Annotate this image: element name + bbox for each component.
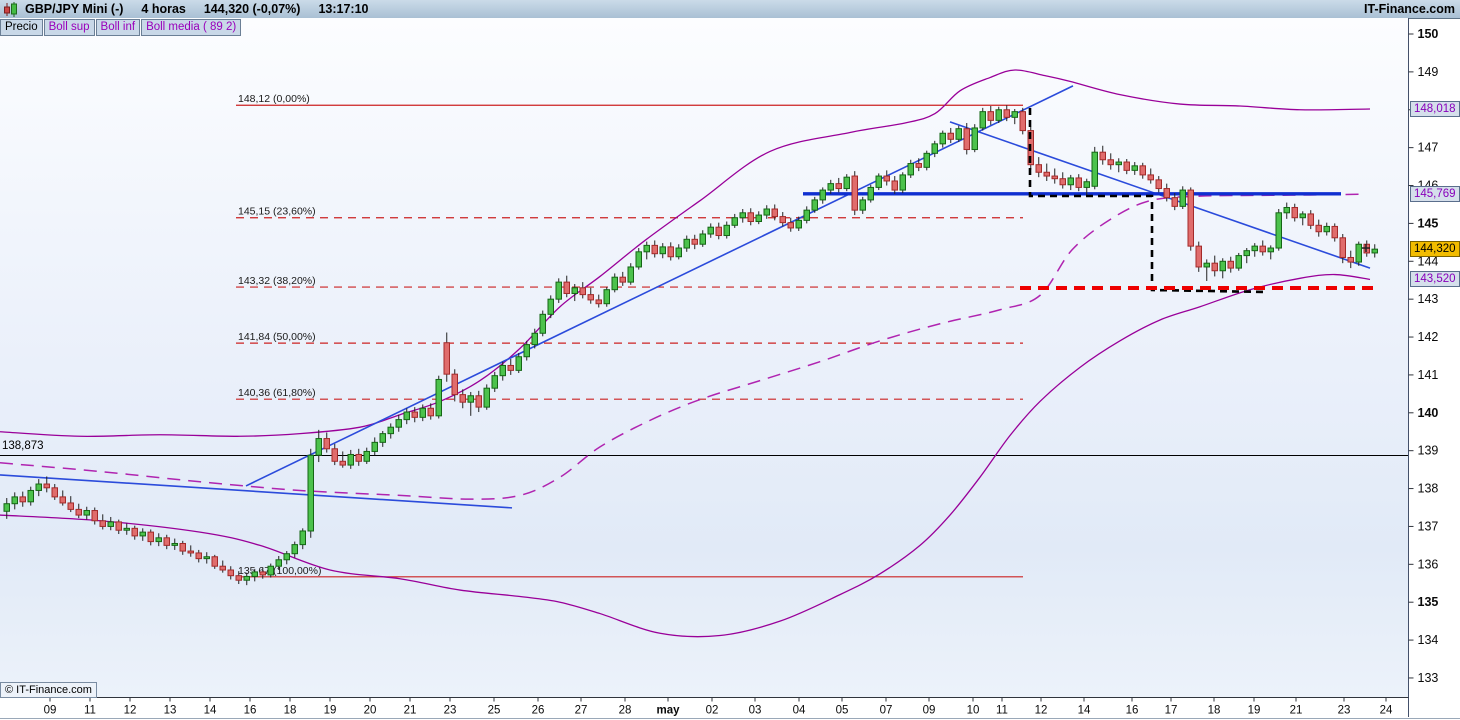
svg-text:142: 142 bbox=[1418, 330, 1439, 344]
svg-text:03: 03 bbox=[749, 705, 762, 717]
price-tag-boll-sup: 148,018 bbox=[1410, 101, 1460, 118]
svg-text:04: 04 bbox=[793, 705, 806, 717]
svg-text:21: 21 bbox=[404, 705, 417, 717]
svg-text:139: 139 bbox=[1418, 444, 1439, 458]
svg-text:11: 11 bbox=[84, 705, 96, 717]
candles-layer[interactable] bbox=[3, 105, 1378, 586]
x-axis-labels: 09 11 12 13 14 16 18 19 20 21 23 25 26 27 28 may 02 03 04 0… bbox=[44, 697, 1393, 717]
svg-text:140: 140 bbox=[1418, 406, 1439, 420]
svg-text:144: 144 bbox=[1418, 254, 1439, 268]
svg-text:148,12 (0,00%): 148,12 (0,00%) bbox=[238, 93, 310, 105]
copyright-label: © IT-Finance.com bbox=[0, 682, 97, 698]
boll-sup-line bbox=[0, 69, 1371, 438]
bollinger-bands bbox=[0, 69, 1371, 638]
svg-text:11: 11 bbox=[996, 705, 1008, 717]
last-price-marker bbox=[1362, 244, 1370, 253]
svg-text:141,84 (50,00%): 141,84 (50,00%) bbox=[238, 331, 316, 343]
svg-text:24: 24 bbox=[1380, 705, 1393, 717]
svg-text:13: 13 bbox=[164, 705, 177, 717]
black-dashed-measure[interactable] bbox=[1028, 108, 1268, 294]
svg-text:143: 143 bbox=[1418, 292, 1439, 306]
svg-text:16: 16 bbox=[244, 705, 257, 717]
svg-text:14: 14 bbox=[1078, 705, 1091, 717]
boll-media-line bbox=[0, 193, 1363, 500]
svg-text:23: 23 bbox=[444, 705, 457, 717]
svg-text:141: 141 bbox=[1418, 368, 1439, 382]
svg-text:23: 23 bbox=[1338, 705, 1351, 717]
svg-text:135: 135 bbox=[1418, 595, 1439, 609]
legend-precio[interactable]: Precio bbox=[0, 19, 43, 36]
svg-text:16: 16 bbox=[1126, 705, 1139, 717]
instrument-header-bar: GBP/JPY Mini (-) 4 horas 144,320 (-0,07%… bbox=[0, 0, 1460, 19]
price-tag-boll-media: 145,769 bbox=[1410, 186, 1460, 203]
svg-text:26: 26 bbox=[532, 705, 545, 717]
fibonacci-retracement[interactable]: 148,12 (0,00%) 145,15 (23,60%) 143,32 (38,… bbox=[236, 93, 1023, 578]
timeframe-label: 4 horas bbox=[141, 2, 186, 16]
svg-text:135,67 (100,00%): 135,67 (100,00%) bbox=[238, 565, 321, 577]
indicator-legend: Precio Boll sup Boll inf Boll media ( 89… bbox=[0, 19, 242, 36]
y-axis-labels: 1501491481471461451441431421411401391381… bbox=[1408, 27, 1439, 685]
svg-text:27: 27 bbox=[575, 705, 588, 717]
svg-text:18: 18 bbox=[284, 705, 297, 717]
legend-boll-inf[interactable]: Boll inf bbox=[95, 19, 141, 36]
svg-text:10: 10 bbox=[967, 705, 980, 717]
svg-text:18: 18 bbox=[1208, 705, 1221, 717]
svg-text:145: 145 bbox=[1418, 216, 1439, 230]
svg-text:149: 149 bbox=[1418, 65, 1439, 79]
svg-text:150: 150 bbox=[1418, 27, 1439, 41]
svg-text:136: 136 bbox=[1418, 557, 1439, 571]
svg-text:147: 147 bbox=[1418, 141, 1439, 155]
svg-text:07: 07 bbox=[880, 705, 893, 717]
legend-boll-media[interactable]: Boll media ( 89 2) bbox=[141, 19, 242, 36]
svg-text:137: 137 bbox=[1418, 519, 1439, 533]
svg-text:140,36 (61,80%): 140,36 (61,80%) bbox=[238, 387, 316, 399]
svg-text:09: 09 bbox=[923, 705, 936, 717]
svg-text:25: 25 bbox=[488, 705, 501, 717]
svg-text:133: 133 bbox=[1418, 671, 1439, 685]
price-tag-last-price: 144,320 bbox=[1410, 241, 1460, 258]
legend-boll-sup[interactable]: Boll sup bbox=[43, 19, 95, 36]
svg-text:12: 12 bbox=[124, 705, 137, 717]
boll-inf-line bbox=[0, 273, 1371, 638]
svg-text:14: 14 bbox=[204, 705, 217, 717]
price-chart-plot[interactable]: 148,12 (0,00%) 145,15 (23,60%) 143,32 (38,… bbox=[0, 18, 1460, 720]
svg-text:143,32 (38,20%): 143,32 (38,20%) bbox=[238, 275, 316, 287]
svg-text:19: 19 bbox=[324, 705, 337, 717]
price-tag-boll-inf: 143,520 bbox=[1410, 271, 1460, 288]
last-price-change: 144,320 (-0,07%) bbox=[203, 2, 301, 16]
svg-text:134: 134 bbox=[1418, 633, 1439, 647]
plot-background[interactable] bbox=[0, 18, 1408, 698]
candlestick-icon bbox=[4, 1, 17, 17]
svg-text:17: 17 bbox=[1165, 705, 1178, 717]
svg-text:may: may bbox=[656, 705, 680, 717]
svg-text:28: 28 bbox=[619, 705, 632, 717]
svg-text:145,15 (23,60%): 145,15 (23,60%) bbox=[238, 206, 316, 218]
svg-text:20: 20 bbox=[364, 705, 377, 717]
alert-level-label: 138,873 bbox=[2, 440, 44, 453]
svg-text:21: 21 bbox=[1290, 705, 1303, 717]
svg-text:02: 02 bbox=[706, 705, 719, 717]
quote-time: 13:17:10 bbox=[318, 2, 369, 16]
trendline-left-down bbox=[0, 474, 513, 509]
brand-label: IT-Finance.com bbox=[1364, 2, 1455, 16]
svg-text:05: 05 bbox=[836, 705, 849, 717]
svg-text:19: 19 bbox=[1248, 705, 1261, 717]
svg-text:138: 138 bbox=[1418, 482, 1439, 496]
instrument-title: GBP/JPY Mini (-) bbox=[25, 2, 124, 16]
svg-text:12: 12 bbox=[1035, 705, 1048, 717]
svg-text:09: 09 bbox=[44, 705, 57, 717]
